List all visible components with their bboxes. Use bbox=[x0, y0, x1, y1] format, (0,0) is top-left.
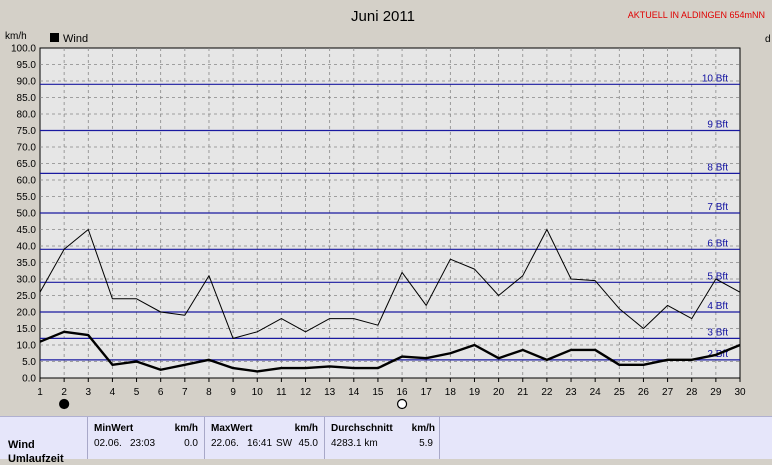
stats-row-label-2: Umlaufzeit bbox=[8, 453, 64, 465]
x-tick-label: 14 bbox=[348, 387, 360, 398]
y-tick-label: 30.0 bbox=[17, 275, 37, 286]
y-tick-label: 100.0 bbox=[11, 44, 36, 55]
y-tick-label: 50.0 bbox=[17, 209, 37, 220]
beaufort-label: 3 Bft bbox=[707, 327, 728, 338]
chart-title: Juni 2011 bbox=[351, 8, 415, 25]
x-tick-label: 3 bbox=[85, 387, 91, 398]
x-tick-label: 8 bbox=[206, 387, 212, 398]
x-tick-label: 10 bbox=[252, 387, 264, 398]
station-label: AKTUELL IN ALDINGEN 654mNN bbox=[628, 10, 765, 20]
x-tick-label: 20 bbox=[493, 387, 505, 398]
y-tick-label: 35.0 bbox=[17, 258, 37, 269]
x-tick-label: 29 bbox=[710, 387, 722, 398]
x-tick-label: 7 bbox=[182, 387, 188, 398]
min-value: 0.0 bbox=[184, 438, 198, 449]
legend-label: Wind bbox=[63, 33, 88, 45]
y-tick-label: 55.0 bbox=[17, 192, 37, 203]
x-tick-label: 23 bbox=[565, 387, 577, 398]
x-tick-label: 12 bbox=[300, 387, 312, 398]
y-tick-label: 85.0 bbox=[17, 93, 37, 104]
x-tick-label: 16 bbox=[397, 387, 409, 398]
x-axis-ticks: 1 2 3 4 5 6 7 8 9 10 11 12 13 14 15 16 17 18 19 20 21 22 23 24 2… bbox=[37, 378, 746, 398]
x-tick-label: 19 bbox=[469, 387, 481, 398]
y-tick-label: 90.0 bbox=[17, 77, 37, 88]
x-tick-label: 2 bbox=[61, 387, 67, 398]
y-tick-label: 45.0 bbox=[17, 225, 37, 236]
avg-value: 5.9 bbox=[419, 438, 433, 449]
max-value: 45.0 bbox=[298, 438, 318, 449]
x-tick-label: 9 bbox=[230, 387, 236, 398]
full-moon-icon bbox=[396, 398, 408, 410]
x-tick-label: 25 bbox=[614, 387, 626, 398]
stats-avg-cell: Durchschnitt km/h 4283.1 km 5.9 bbox=[325, 417, 440, 459]
x-tick-label: 6 bbox=[158, 387, 164, 398]
x-tick-label: 17 bbox=[421, 387, 433, 398]
series bbox=[39, 229, 741, 373]
y-tick-label: 65.0 bbox=[17, 159, 37, 170]
legend-swatch bbox=[50, 33, 59, 42]
beaufort-label: 9 Bft bbox=[707, 120, 728, 131]
stats-min-cell: MinWert km/h 02.06. 23:03 0.0 bbox=[88, 417, 205, 459]
y-tick-label: 95.0 bbox=[17, 60, 37, 71]
x-tick-label: 28 bbox=[686, 387, 698, 398]
min-unit: km/h bbox=[174, 423, 198, 434]
min-header: MinWert bbox=[94, 423, 134, 434]
series-line-average bbox=[39, 330, 741, 373]
x-tick-label: 11 bbox=[276, 387, 287, 398]
max-unit: km/h bbox=[294, 423, 318, 434]
y-tick-label: 80.0 bbox=[17, 110, 37, 121]
moon-markers bbox=[59, 398, 408, 410]
min-date: 02.06. bbox=[94, 438, 122, 449]
y-tick-label: 0.0 bbox=[22, 374, 36, 385]
y-unit-label: km/h bbox=[5, 31, 27, 42]
new-moon-icon bbox=[59, 398, 70, 410]
avg-unit: km/h bbox=[411, 423, 435, 434]
x-tick-label: 4 bbox=[110, 387, 116, 398]
avg-header: Durchschnitt bbox=[331, 423, 393, 434]
y-tick-label: 15.0 bbox=[17, 324, 37, 335]
y-tick-label: 60.0 bbox=[17, 176, 37, 187]
beaufort-label: 6 Bft bbox=[707, 238, 728, 249]
max-header: MaxWert bbox=[211, 423, 253, 434]
max-date: 22.06. bbox=[211, 438, 239, 449]
max-time: 16:41 bbox=[247, 438, 273, 449]
series-line-gust bbox=[39, 229, 741, 339]
y-tick-label: 25.0 bbox=[17, 291, 37, 302]
x-tick-label: 22 bbox=[541, 387, 553, 398]
x-tick-label: 1 bbox=[37, 387, 43, 398]
x-tick-label: 15 bbox=[372, 387, 384, 398]
y-tick-label: 75.0 bbox=[17, 126, 37, 137]
x-tick-label: 13 bbox=[324, 387, 336, 398]
stats-panel: Wind Umlaufzeit MinWert km/h 02.06. 23:0… bbox=[0, 416, 772, 465]
beaufort-label: 8 Bft bbox=[707, 162, 728, 173]
y-tick-label: 20.0 bbox=[17, 308, 37, 319]
y-tick-label: 70.0 bbox=[17, 143, 37, 154]
beaufort-label: 10 Bft bbox=[702, 73, 728, 84]
x-tick-label: 24 bbox=[590, 387, 602, 398]
right-unit-label: d bbox=[765, 34, 771, 45]
y-tick-label: 40.0 bbox=[17, 242, 37, 253]
beaufort-label: 5 Bft bbox=[707, 271, 728, 282]
x-tick-label: 5 bbox=[134, 387, 140, 398]
x-tick-label: 26 bbox=[638, 387, 650, 398]
avg-distance: 4283.1 km bbox=[331, 438, 378, 449]
x-tick-label: 30 bbox=[734, 387, 746, 398]
x-tick-label: 21 bbox=[517, 387, 529, 398]
y-tick-label: 5.0 bbox=[22, 357, 36, 368]
beaufort-label: 7 Bft bbox=[707, 202, 728, 213]
x-tick-label: 18 bbox=[445, 387, 457, 398]
y-axis-ticks: 0.0 5.0 10.0 15.0 20.0 25.0 30.0 35.0 40.0 45.0 50… bbox=[11, 44, 36, 385]
stats-max-cell: MaxWert km/h 22.06. 16:41 SW 45.0 bbox=[205, 417, 325, 459]
min-time: 23:03 bbox=[130, 438, 156, 449]
beaufort-label: 4 Bft bbox=[707, 301, 728, 312]
x-tick-label: 27 bbox=[662, 387, 674, 398]
max-direction: SW bbox=[276, 438, 293, 449]
stats-row-label-cell: Wind Umlaufzeit bbox=[0, 417, 88, 465]
stats-row-label: Wind bbox=[8, 439, 35, 451]
y-tick-label: 10.0 bbox=[17, 341, 37, 352]
